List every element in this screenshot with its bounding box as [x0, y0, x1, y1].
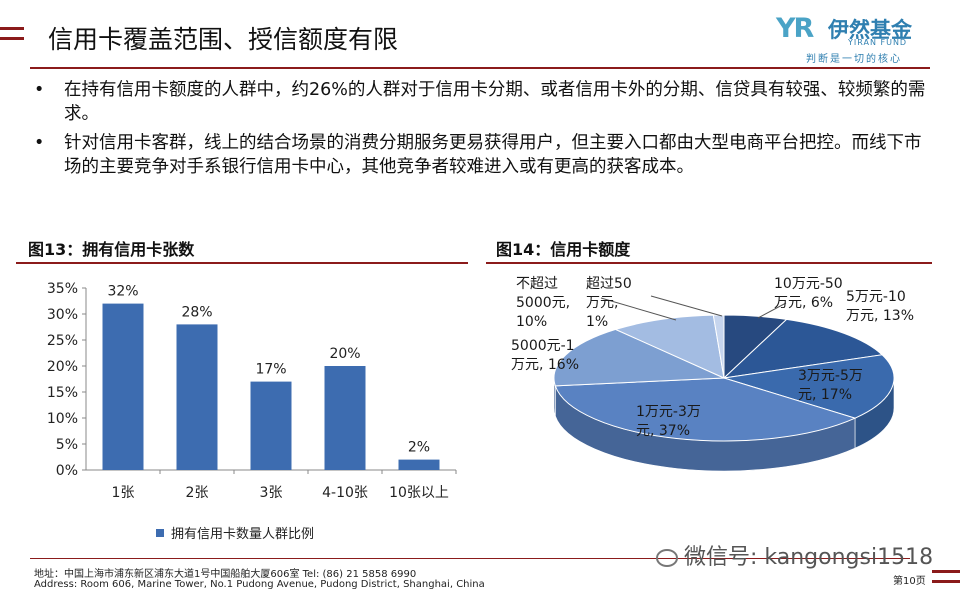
bar-data-label: 20% — [329, 346, 360, 362]
pie-slice-label: 元, 37% — [636, 423, 690, 439]
figure-14-title: 图14：信用卡额度 — [496, 240, 631, 259]
figure-13-title: 图13：拥有信用卡张数 — [28, 240, 195, 259]
pie-slice-label: 万元, 13% — [846, 308, 914, 324]
y-tick-label: 30% — [47, 307, 78, 323]
bar-chart: 0% 5% 10% 15% 20% 25% 30% 35% 1张 2张 3张 4-10张 10张以上 3… — [47, 281, 457, 542]
logo-slogan: 判断是一切的核心 — [806, 54, 902, 65]
bar-1张 — [102, 303, 144, 470]
title-accent-bar-top — [0, 27, 24, 30]
footer-address-en: Address: Room 606, Marine Tower, No.1 Pu… — [34, 579, 485, 590]
pie-slice-label: 万元, — [586, 295, 618, 311]
pie-slice — [614, 314, 725, 379]
pie-slice-label: 5万元-10 — [846, 289, 906, 305]
bar-4-10张 — [324, 366, 366, 470]
bullet-item: • 在持有信用卡额度的人群中，约26%的人群对于信用卡分期、或者信用卡外的分期、… — [32, 78, 932, 126]
bullet-text: 针对信用卡客群，线上的结合场景的消费分期服务更易获得用户，但主要入口都由大型电商… — [64, 133, 922, 177]
pie-leader-line — [757, 302, 787, 319]
x-tick-label: 10张以上 — [389, 485, 449, 501]
pie-leader-line — [650, 295, 723, 317]
pie-slice — [554, 377, 857, 442]
y-tick-label: 35% — [47, 281, 78, 297]
x-tick-label: 2张 — [186, 485, 209, 501]
pie-slice-label: 3万元-5万 — [798, 368, 863, 384]
pie-slice-label: 万元, 16% — [511, 357, 579, 373]
pie-slice-label: 1% — [586, 314, 608, 330]
figure-13-divider — [16, 262, 468, 264]
logo-name-cn: 伊然基金 — [828, 18, 912, 42]
header-divider — [30, 67, 930, 69]
pie-chart-labels: 10万元-50 万元, 6% 5万元-10 万元, 13% 3万元-5万元, 17% 1万… — [511, 276, 914, 439]
y-tick-label: 20% — [47, 359, 78, 375]
pie-slice — [553, 328, 725, 387]
bullet-marker: • — [34, 80, 45, 100]
wechat-watermark: 微信号: kangongsi1518 — [656, 539, 933, 571]
pie-chart-leader-lines — [600, 295, 787, 321]
pie-slice-label: 5000元, — [516, 295, 570, 311]
pie-slice — [722, 318, 884, 379]
page-accent-bar-bottom — [932, 580, 960, 583]
bullet-text: 在持有信用卡额度的人群中，约26%的人群对于信用卡分期、或者信用卡外的分期、信贷… — [64, 80, 926, 124]
page-accent-bar-top — [932, 570, 960, 573]
wechat-id: 微信号: kangongsi1518 — [684, 545, 934, 570]
wechat-icon — [656, 549, 678, 567]
legend-swatch — [156, 529, 164, 537]
x-tick-label: 3张 — [260, 485, 283, 501]
pie-slice-label: 5000元-1 — [511, 338, 575, 354]
logo-name-en: YIRAN FUND — [848, 38, 908, 47]
pie-slice-label: 10% — [516, 314, 547, 330]
pie-slice-label: 不超过 — [516, 276, 558, 292]
x-tick-label: 4-10张 — [322, 485, 368, 501]
slide-title: 信用卡覆盖范围、授信额度有限 — [48, 25, 399, 54]
title-accent-bar-bottom — [0, 37, 24, 40]
pie-chart: 10万元-50 万元, 6% 5万元-10 万元, 13% 3万元-5万元, 17% 1万… — [511, 276, 914, 472]
bar-data-label: 32% — [107, 284, 138, 300]
bullet-item: • 针对信用卡客群，线上的结合场景的消费分期服务更易获得用户，但主要入口都由大型… — [32, 131, 932, 179]
legend-label: 拥有信用卡数量人群比例 — [171, 527, 314, 542]
page-number: 第10页 — [893, 576, 926, 587]
y-tick-label: 10% — [47, 411, 78, 427]
bar-3张 — [250, 381, 292, 470]
pie-chart-slices — [553, 314, 895, 442]
bar-data-label: 28% — [181, 304, 212, 320]
pie-slice-label: 10万元-50 — [774, 276, 843, 292]
pie-slice-label: 万元, 6% — [774, 295, 833, 311]
logo-mark: YR — [776, 13, 814, 44]
bar-chart-marks: 32% 28% 17% 20% 2% — [102, 284, 440, 470]
pie-leader-line — [600, 297, 677, 321]
footer-address-cn: 地址：中国上海市浦东新区浦东大道1号中国船舶大厦606室 Tel: (86) 2… — [34, 569, 417, 580]
y-tick-label: 5% — [56, 437, 78, 453]
bar-2张 — [176, 324, 218, 470]
bar-data-label: 17% — [255, 362, 286, 378]
pie-slice-label: 1万元-3万 — [636, 404, 701, 420]
bar-chart-axes: 0% 5% 10% 15% 20% 25% 30% 35% 1张 2张 3张 4-10张 10张以上 — [47, 281, 457, 501]
bar-chart-legend: 拥有信用卡数量人群比例 — [156, 527, 314, 542]
bar-10张以上 — [398, 459, 440, 470]
y-tick-label: 15% — [47, 385, 78, 401]
y-tick-label: 25% — [47, 333, 78, 349]
y-tick-label: 0% — [56, 463, 78, 479]
pie-slice-label: 元, 17% — [798, 387, 852, 403]
bullet-marker: • — [34, 133, 45, 153]
bullet-list: • 在持有信用卡额度的人群中，约26%的人群对于信用卡分期、或者信用卡外的分期、… — [32, 78, 932, 184]
x-tick-label: 1张 — [112, 485, 135, 501]
pie-slice — [723, 354, 895, 419]
footer-divider — [30, 558, 910, 559]
pie-slice-label: 超过50 — [586, 276, 632, 292]
bar-data-label: 2% — [408, 440, 430, 456]
figure-14-divider — [486, 262, 932, 264]
